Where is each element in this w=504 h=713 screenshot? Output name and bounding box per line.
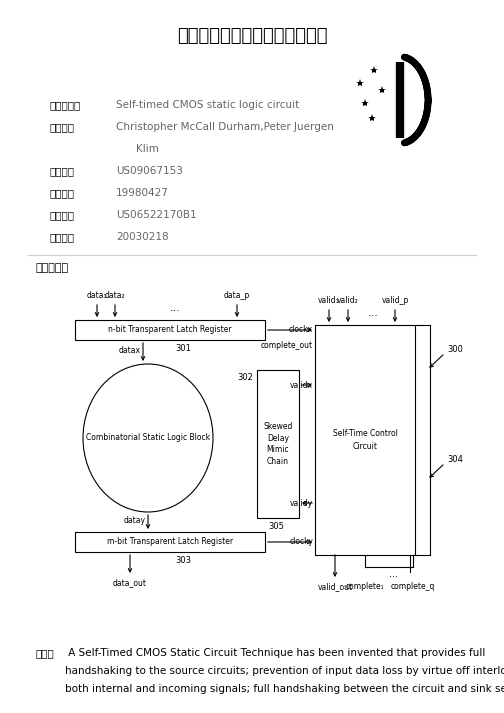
Text: 303: 303: [175, 556, 191, 565]
Text: 301: 301: [175, 344, 191, 353]
Text: clocky: clocky: [289, 538, 313, 546]
Text: datay: datay: [124, 516, 146, 525]
Text: US06522170B1: US06522170B1: [116, 210, 197, 220]
Text: valid_p: valid_p: [382, 296, 409, 305]
Text: 19980427: 19980427: [116, 188, 169, 198]
Text: m-bit Transparent Latch Register: m-bit Transparent Latch Register: [107, 538, 233, 546]
Text: 专利内容由知识产权出版社提供: 专利内容由知识产权出版社提供: [177, 27, 327, 45]
Text: 专利名称：: 专利名称：: [50, 100, 81, 110]
Text: valid₁: valid₁: [318, 296, 340, 305]
Text: Self-Time Control
Circuit: Self-Time Control Circuit: [333, 429, 398, 451]
Text: data_out: data_out: [113, 578, 147, 587]
Bar: [315, 325, 415, 555]
Text: 专利附图：: 专利附图：: [35, 263, 68, 273]
Text: 305: 305: [268, 522, 284, 531]
Text: data₁: data₁: [87, 291, 107, 300]
Text: Self-timed CMOS static logic circuit: Self-timed CMOS static logic circuit: [116, 100, 299, 110]
Bar: [75, 532, 265, 552]
Text: 302: 302: [237, 373, 253, 382]
Text: 申请日：: 申请日：: [50, 188, 75, 198]
Text: ...: ...: [389, 569, 398, 579]
Text: ...: ...: [169, 303, 180, 313]
Text: 300: 300: [447, 346, 463, 354]
Text: A Self-Timed CMOS Static Circuit Technique has been invented that provides full
: A Self-Timed CMOS Static Circuit Techniq…: [65, 648, 504, 694]
Text: 304: 304: [447, 456, 463, 464]
Text: Combinatorial Static Logic Block: Combinatorial Static Logic Block: [86, 434, 210, 443]
Bar: [75, 320, 265, 340]
Text: 摘要：: 摘要：: [35, 648, 54, 658]
Text: 公开号：: 公开号：: [50, 210, 75, 220]
Ellipse shape: [83, 364, 213, 512]
Text: valid_out: valid_out: [318, 582, 353, 591]
Bar: [257, 370, 299, 518]
Text: validy: validy: [290, 498, 313, 508]
Text: clockx: clockx: [289, 326, 313, 334]
Text: valid₂: valid₂: [337, 296, 359, 305]
Text: Christopher McCall Durham,Peter Juergen: Christopher McCall Durham,Peter Juergen: [116, 122, 334, 132]
Text: Klim: Klim: [136, 144, 159, 154]
Text: 公开日：: 公开日：: [50, 232, 75, 242]
Text: data₂: data₂: [105, 291, 125, 300]
Text: complete_out: complete_out: [261, 342, 313, 351]
Text: US09067153: US09067153: [116, 166, 183, 176]
Text: 发明人：: 发明人：: [50, 122, 75, 132]
Text: data_p: data_p: [224, 291, 250, 300]
Text: Skewed
Delay
Mimic
Chain: Skewed Delay Mimic Chain: [263, 422, 293, 466]
Text: ...: ...: [367, 308, 379, 318]
Text: validx: validx: [290, 381, 313, 389]
Text: complete₁: complete₁: [346, 582, 385, 591]
Text: 申请号：: 申请号：: [50, 166, 75, 176]
Text: 20030218: 20030218: [116, 232, 169, 242]
Text: datax: datax: [119, 346, 141, 355]
Text: complete_q: complete_q: [391, 582, 435, 591]
Text: n-bit Transparent Latch Register: n-bit Transparent Latch Register: [108, 326, 232, 334]
